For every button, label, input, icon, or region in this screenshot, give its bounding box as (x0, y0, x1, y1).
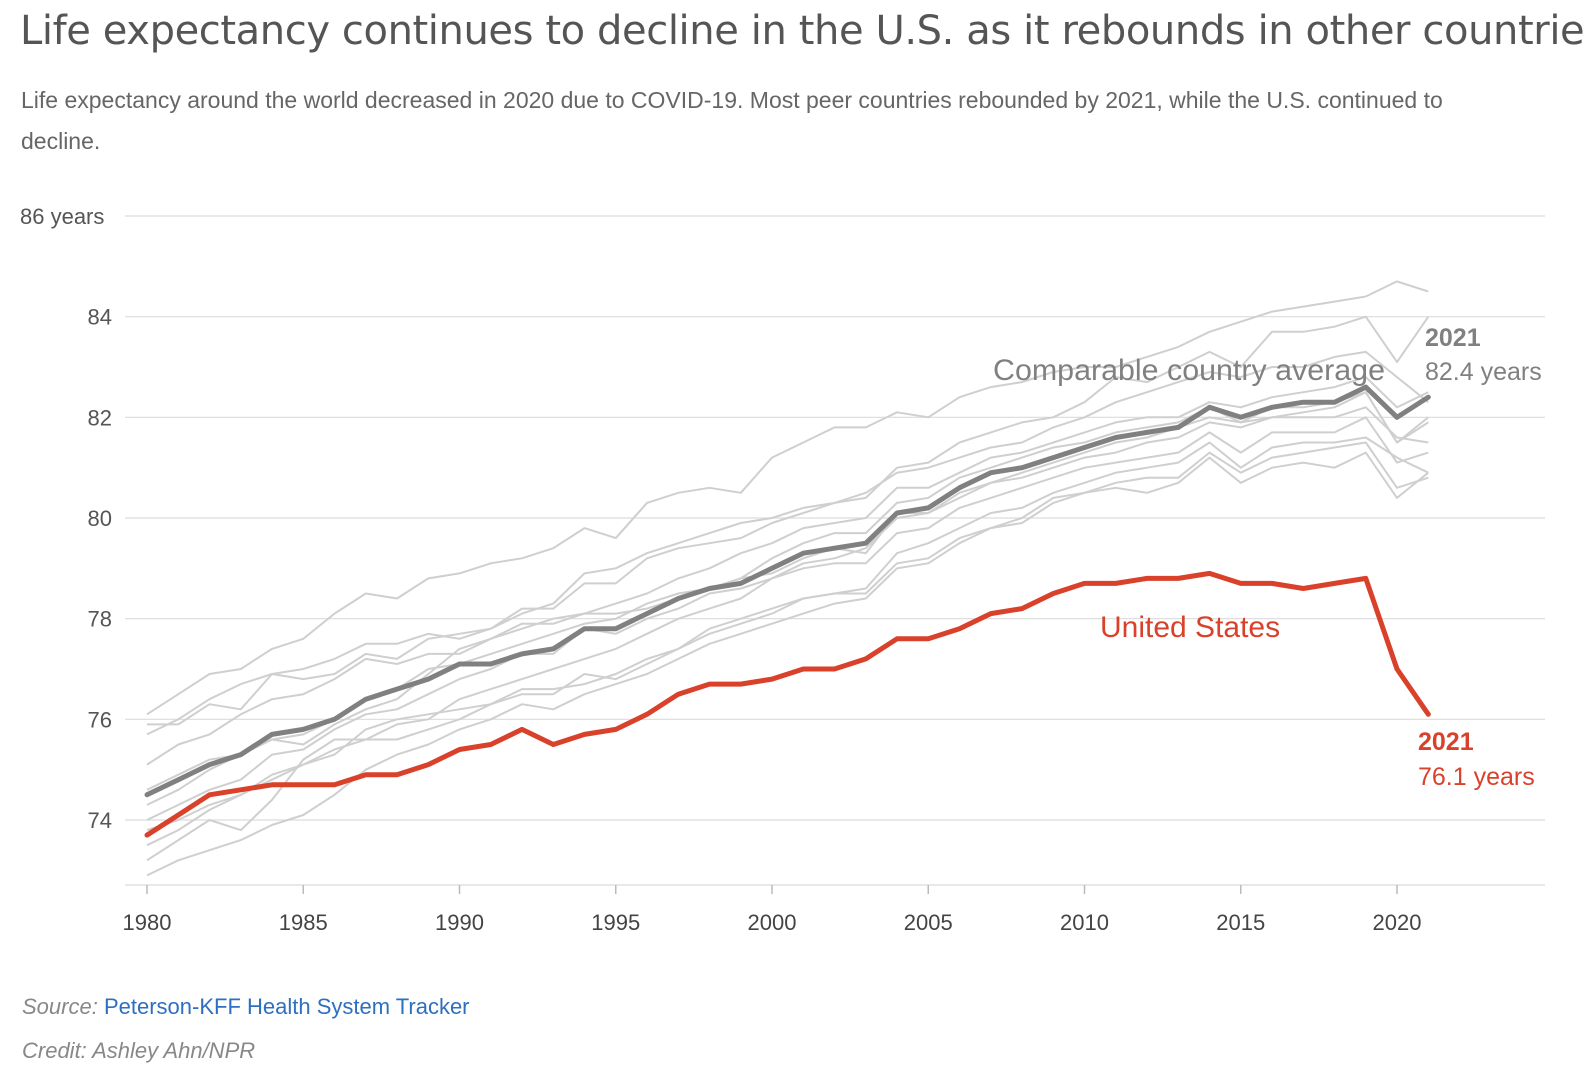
peer-country-line (146, 391, 1429, 821)
x-tick-label: 1985 (279, 910, 328, 935)
x-tick-label: 2000 (748, 910, 797, 935)
y-tick-label: 82 (88, 405, 112, 430)
peer-country-line (146, 416, 1429, 847)
y-axis: 86 years 84 82 80 78 76 74 (20, 204, 112, 833)
us-series-label: United States (1100, 611, 1280, 644)
x-tick-label: 1995 (591, 910, 640, 935)
avg-series-label: Comparable country average (993, 354, 1385, 387)
source-label: Source: (22, 994, 98, 1019)
x-tick-label: 2005 (904, 910, 953, 935)
peer-country-line (146, 441, 1429, 862)
highlight-lines (144, 384, 1431, 838)
avg-end-value-label: 82.4 years (1425, 358, 1542, 386)
avg-series-line (144, 384, 1431, 798)
x-tick-label: 2010 (1060, 910, 1109, 935)
gridlines (125, 215, 1545, 821)
peer-country-line (146, 406, 1429, 791)
y-tick-label: 76 (88, 707, 112, 732)
chart-title: Life expectancy continues to decline in … (20, 8, 1585, 54)
y-tick-label: 84 (88, 305, 112, 330)
x-tick-label: 1990 (435, 910, 484, 935)
y-tick-label: 74 (88, 808, 112, 833)
source-note: Source: Peterson-KFF Health System Track… (22, 994, 470, 1020)
peer-country-line (146, 350, 1429, 736)
peer-country-line (146, 451, 1429, 877)
annotations: Comparable country average 2021 82.4 yea… (993, 324, 1542, 791)
line-chart: 86 years 84 82 80 78 76 74 1980 1985 1990 1995 200… (20, 204, 1545, 935)
peer-country-line (146, 391, 1429, 806)
chart-subtitle: Life expectancy around the world decreas… (21, 87, 1443, 154)
source-link[interactable]: Peterson-KFF Health System Tracker (103, 994, 470, 1019)
y-tick-label: 80 (88, 506, 112, 531)
peer-country-line (147, 315, 1430, 726)
us-end-year-label: 2021 (1418, 728, 1474, 756)
peer-country-line (146, 436, 1429, 832)
us-end-value-label: 76.1 years (1418, 763, 1535, 791)
avg-end-year-label: 2021 (1425, 324, 1481, 352)
y-tick-label: 78 (88, 607, 112, 632)
peer-country-line (146, 376, 1429, 766)
x-axis: 1980 1985 1990 1995 2000 2005 2010 2015 2020 (123, 884, 1545, 935)
us-series-line (144, 570, 1431, 838)
x-tick-label: 1980 (123, 910, 172, 935)
y-tick-label: 86 years (20, 204, 104, 229)
x-tick-label: 2015 (1216, 910, 1265, 935)
credit-note: Credit: Ashley Ahn/NPR (22, 1038, 256, 1063)
peer-country-line (146, 280, 1429, 716)
x-tick-label: 2020 (1373, 910, 1422, 935)
